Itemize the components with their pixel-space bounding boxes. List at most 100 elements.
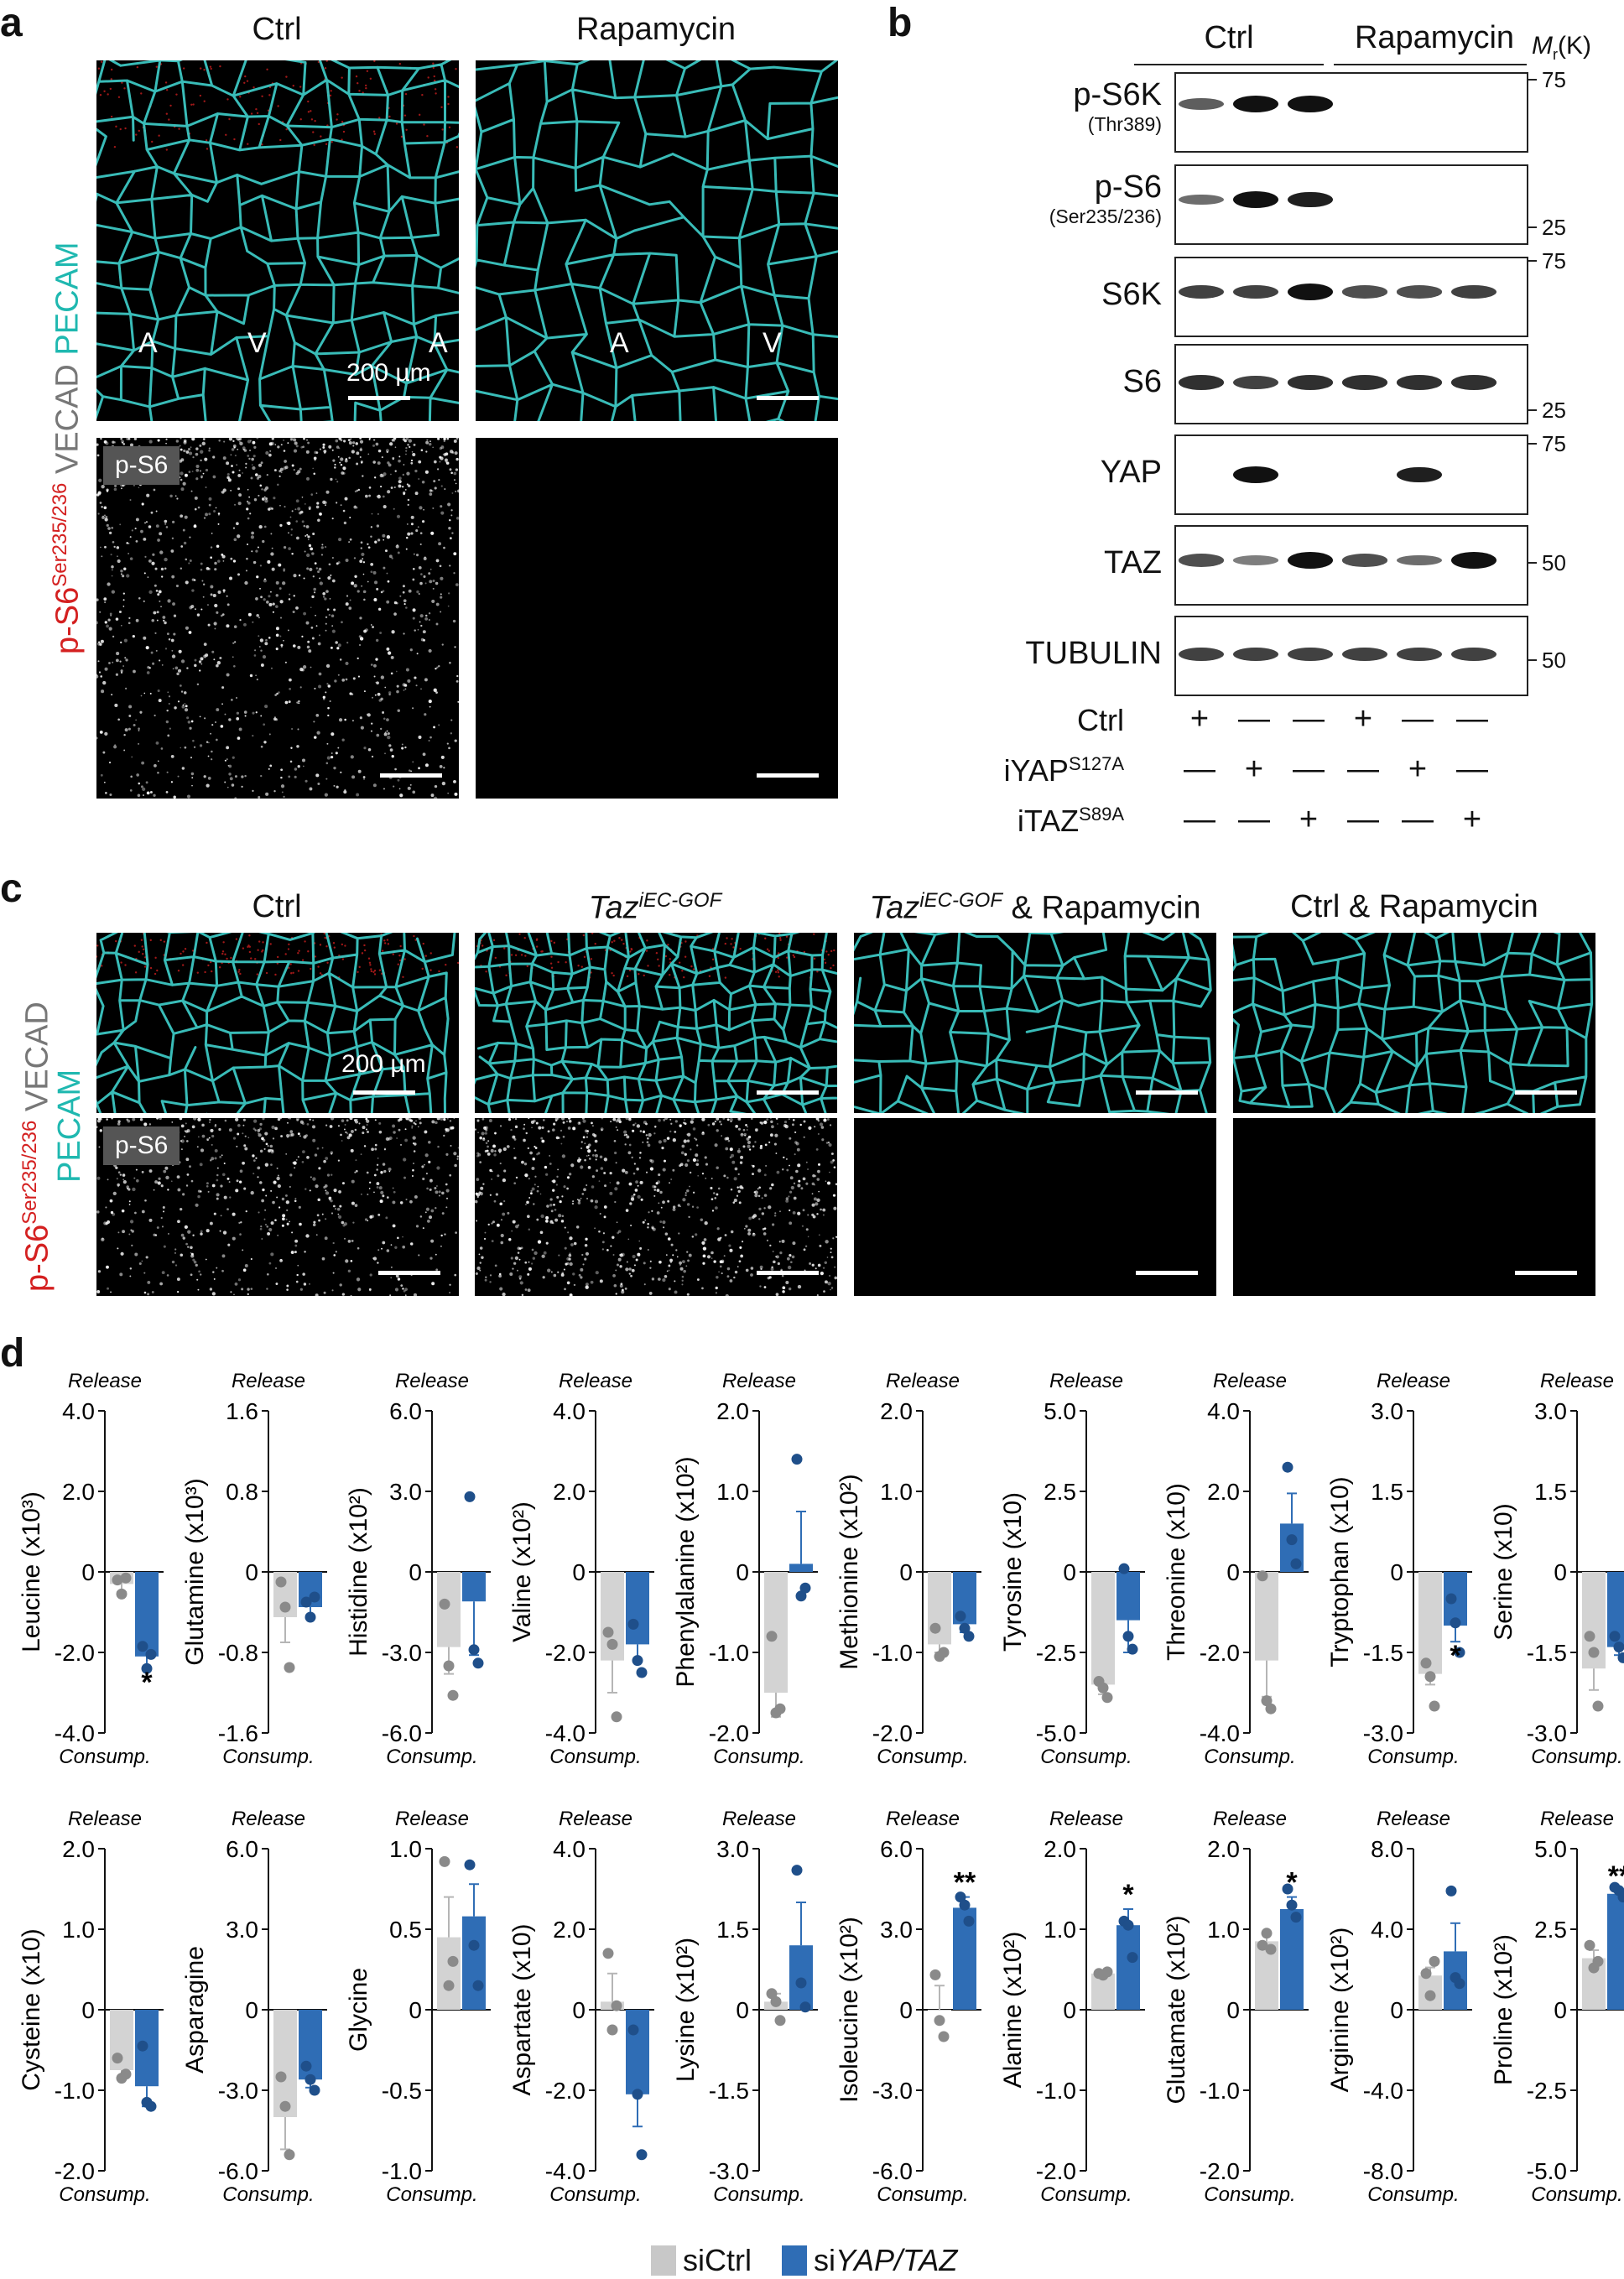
y-tick-label: 0 <box>245 1559 258 1585</box>
blot-label-main: YAP <box>1100 455 1162 490</box>
data-point <box>141 1662 153 1674</box>
blot-band <box>1288 191 1333 208</box>
y-tick-label: 2.0 <box>62 1479 95 1505</box>
bar-sictrl <box>928 2010 951 2011</box>
y-axis-label: Asparagine <box>181 1946 209 2073</box>
data-point <box>1257 1570 1268 1582</box>
condition-mark: — <box>1184 802 1215 837</box>
data-point <box>1286 1899 1298 1911</box>
data-point <box>959 1899 971 1911</box>
data-point <box>1450 1617 1461 1629</box>
blot-band <box>1179 375 1224 390</box>
y-tick-label: 2.0 <box>1207 1836 1240 1862</box>
mw-label: 50 <box>1542 550 1566 575</box>
y-axis-label: Proline (x10²) <box>1490 1934 1517 2085</box>
data-point <box>602 1626 614 1638</box>
consumption-label: Consump. <box>549 1746 641 1768</box>
consumption-label: Consump. <box>386 2183 477 2206</box>
release-label: Release <box>1540 1370 1614 1392</box>
y-tick-label: -1.0 <box>1200 2078 1240 2104</box>
scale-bar <box>1136 1271 1198 1275</box>
blot-band <box>1397 375 1442 390</box>
condition-mark: — <box>1456 701 1488 736</box>
blot-label: S6K <box>877 277 1162 313</box>
data-point <box>275 2071 287 2083</box>
blot-label: TUBULIN <box>877 636 1162 672</box>
bar-sictrl <box>1255 1572 1278 1661</box>
blot-label-sub: (Thr389) <box>1087 113 1162 135</box>
y-tick-label: 3.0 <box>880 1917 913 1943</box>
data-point <box>929 1969 941 1980</box>
consumption-label: Consump. <box>1040 1746 1132 1768</box>
data-point <box>1101 1966 1113 1978</box>
data-point <box>1257 1939 1268 1951</box>
data-point <box>602 1948 614 1959</box>
condition-mark: — <box>1402 802 1434 837</box>
data-point <box>636 1667 648 1678</box>
y-tick-label: -1.5 <box>1363 1640 1403 1666</box>
y-tick-label: -2.5 <box>1036 1640 1076 1666</box>
data-point <box>1118 1563 1130 1574</box>
release-label: Release <box>886 1370 960 1392</box>
panel-b-title-ctrl: Ctrl <box>1204 20 1254 55</box>
scale-bar <box>1515 1271 1577 1275</box>
condition-mark: — <box>1456 752 1488 787</box>
data-point <box>1265 1943 1277 1955</box>
y-tick-label: -1.6 <box>218 1720 258 1746</box>
y-tick-label: -1.0 <box>55 2078 95 2104</box>
data-point <box>774 1703 786 1714</box>
data-point <box>284 1662 295 1673</box>
condition-label-sup: S127A <box>1068 753 1124 774</box>
y-tick-label: -6.0 <box>872 2158 913 2184</box>
panel-b-letter: b <box>887 1 913 45</box>
data-point <box>300 1596 312 1608</box>
y-axis-label: Methionine (x10²) <box>835 1474 863 1669</box>
data-point <box>1286 1534 1298 1546</box>
data-point <box>963 1631 975 1642</box>
data-point <box>766 1988 778 2000</box>
blot-band <box>1233 375 1278 390</box>
bar-siyaptaz <box>1607 1572 1624 1647</box>
bar-sictrl <box>1418 1572 1442 1674</box>
y-tick-label: -2.0 <box>55 1640 95 1666</box>
data-point <box>464 1859 476 1871</box>
mw-tick <box>1528 562 1537 564</box>
blot-label: YAP <box>877 455 1162 491</box>
y-tick-label: 0 <box>1063 1997 1076 2023</box>
blot-band <box>1397 285 1442 299</box>
y-tick-label: 2.0 <box>880 1398 913 1424</box>
release-label: Release <box>68 1808 142 1830</box>
significance-mark: * <box>1286 1867 1298 1899</box>
data-point <box>439 1598 450 1610</box>
data-point <box>472 1657 484 1669</box>
condition-label: iYAPS127A <box>839 753 1124 788</box>
panel-b-title-rapamycin: Rapamycin <box>1354 20 1515 55</box>
data-point <box>611 1711 622 1723</box>
y-tick-label: 1.6 <box>226 1398 258 1424</box>
data-point <box>309 2084 320 2096</box>
data-point <box>606 1638 618 1650</box>
y-tick-label: -6.0 <box>382 1720 422 1746</box>
blot-band <box>1342 285 1387 299</box>
artery-marker: A <box>138 327 158 359</box>
data-point <box>791 1865 803 1876</box>
condition-mark: + <box>1408 752 1428 787</box>
micrograph-ctrl-merge: A V A 200 µm <box>96 60 459 421</box>
rapamycin-bracket-line <box>1334 64 1527 65</box>
y-tick-label: -1.5 <box>1527 1640 1567 1666</box>
blot-band <box>1179 98 1224 110</box>
y-tick-label: 0 <box>409 1559 422 1585</box>
data-point <box>799 2001 811 2013</box>
data-point <box>1282 1883 1293 1895</box>
blot-band <box>1179 647 1224 662</box>
y-tick-label: 2.0 <box>62 1836 95 1862</box>
y-tick-label: -1.0 <box>872 1640 913 1666</box>
blot-membrane <box>1174 257 1528 337</box>
blot-band <box>1179 194 1224 206</box>
legend-label-siyaptaz: siYAP/TAZ <box>814 2243 958 2277</box>
blot-membrane <box>1174 164 1528 245</box>
significance-mark: * <box>141 1667 153 1699</box>
blot-label-main: S6K <box>1101 277 1162 312</box>
data-point <box>963 1915 975 1927</box>
bar-siyaptaz <box>626 1572 649 1645</box>
